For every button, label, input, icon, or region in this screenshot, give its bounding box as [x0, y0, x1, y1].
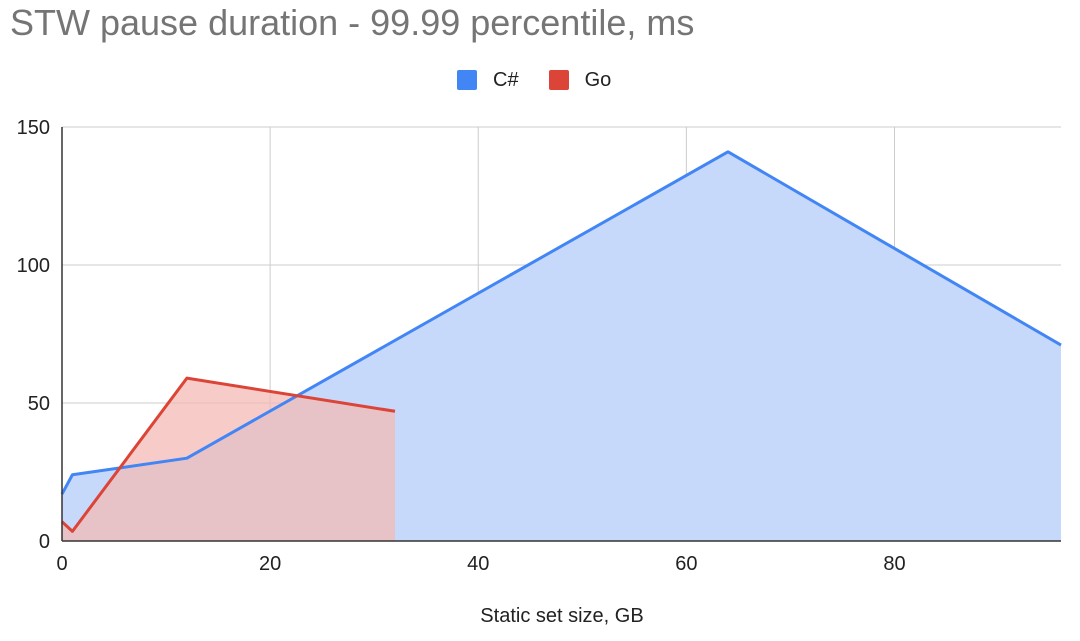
x-tick-label: 40	[467, 553, 489, 575]
series-area-go	[62, 378, 395, 541]
series-line-go[interactable]	[60, 376, 396, 533]
legend-label-csharp: C#	[493, 68, 519, 91]
x-axis-label: Static set size, GB	[480, 605, 644, 627]
axes: 0 50 100 150 0 20 40 60 80	[17, 117, 1061, 575]
x-tick-label: 0	[56, 553, 67, 575]
x-tick-label: 80	[883, 553, 905, 575]
y-tick-label: 50	[28, 393, 50, 415]
legend-swatch-csharp	[457, 70, 477, 90]
y-tick-label: 0	[39, 531, 50, 553]
series-areas	[62, 151, 1061, 541]
series-line-csharp[interactable]	[60, 150, 1062, 495]
series-lines	[60, 150, 1062, 533]
x-tick-label: 20	[259, 553, 281, 575]
x-tick-label: 60	[675, 553, 697, 575]
y-tick-label: 100	[17, 255, 50, 277]
legend: C# Go	[457, 67, 641, 93]
legend-label-go: Go	[584, 68, 612, 91]
legend-item-go[interactable]: Go	[548, 68, 612, 92]
legend-item-csharp[interactable]: C#	[457, 69, 519, 92]
y-tick-label: 150	[17, 117, 50, 139]
chart-title: STW pause duration - 99.99 percentile, m…	[10, 2, 695, 43]
legend-swatch-go	[548, 70, 569, 90]
